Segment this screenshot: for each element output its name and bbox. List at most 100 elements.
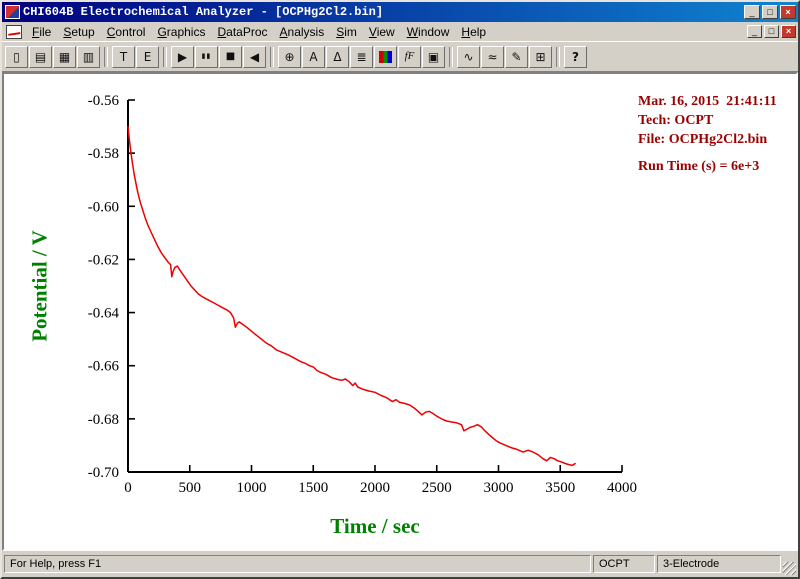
svg-text:3500: 3500 xyxy=(545,480,575,496)
menu-item-analysis[interactable]: Analysis xyxy=(279,24,325,39)
add-data-button[interactable]: ≈ xyxy=(481,45,504,68)
menu-item-setup[interactable]: Setup xyxy=(63,24,95,39)
resize-grip[interactable] xyxy=(783,562,796,575)
double-wave-icon: ≈ xyxy=(487,49,498,64)
close-button[interactable]: × xyxy=(780,5,796,19)
child-window-controls: _ □ × xyxy=(745,25,796,38)
font-button[interactable]: fF xyxy=(398,45,421,68)
annotation-date: Mar. 16, 2015 21:41:11 xyxy=(638,94,777,109)
menu-bar: File Setup Control Graphics DataProc Analysis… xyxy=(2,22,798,41)
menu-item-help[interactable]: Help xyxy=(461,24,487,39)
menu-item-window[interactable]: Window xyxy=(406,24,450,39)
color-button[interactable] xyxy=(374,45,397,68)
svg-text:500: 500 xyxy=(179,480,202,496)
svg-text:4000: 4000 xyxy=(607,480,637,496)
svg-text:-0.64: -0.64 xyxy=(88,306,120,322)
play-icon: ▶ xyxy=(177,49,188,64)
pause-button[interactable]: ▮▮ xyxy=(195,45,218,68)
text-tool-button[interactable]: T xyxy=(112,45,135,68)
toolbar: ▯ ▤ ▦ ▥ T E ▶ ▮▮ ■ ◀ ⊕ A Δ ≣ fF ▣ ∿ ≈ ✎ ⊞? xyxy=(2,41,798,72)
open-file-button[interactable]: ▤ xyxy=(29,45,52,68)
menu-item-file[interactable]: File xyxy=(32,24,52,39)
grid-icon: ⊞ xyxy=(535,49,546,64)
svg-text:1500: 1500 xyxy=(298,480,328,496)
stop-icon: ■ xyxy=(225,50,236,62)
overlay-plot-button[interactable]: ∿ xyxy=(457,45,480,68)
minimize-button[interactable]: _ xyxy=(744,5,760,19)
delta-icon: Δ xyxy=(333,49,342,64)
status-technique: OCPT xyxy=(593,555,655,573)
app-icon xyxy=(5,5,20,19)
svg-text:-0.62: -0.62 xyxy=(88,252,119,268)
x-axis-title: Time / sec xyxy=(330,514,420,538)
text-icon: T xyxy=(119,49,128,64)
svg-text:-0.56: -0.56 xyxy=(88,93,120,109)
pen-icon: ✎ xyxy=(511,49,522,64)
svg-text:3000: 3000 xyxy=(484,480,514,496)
new-file-icon: ▯ xyxy=(13,49,20,64)
listing-icon: ≣ xyxy=(356,49,367,64)
child-close-button[interactable]: × xyxy=(781,25,796,38)
print-button[interactable]: ▥ xyxy=(77,45,100,68)
svg-text:-0.60: -0.60 xyxy=(88,199,119,215)
toolbar-separator xyxy=(270,46,274,67)
menu-item-sim[interactable]: Sim xyxy=(336,24,357,39)
run-button[interactable]: ▶ xyxy=(171,45,194,68)
window-title: CHI604B Electrochemical Analyzer - [OCPH… xyxy=(23,5,384,19)
menu-item-dataproc[interactable]: DataProc xyxy=(217,24,268,39)
printer-icon: ▥ xyxy=(82,49,95,64)
wave-icon: ∿ xyxy=(463,49,474,64)
status-help-text: For Help, press F1 xyxy=(4,555,591,573)
copy-graph-icon: ▣ xyxy=(427,49,440,64)
annotation-runtime: Run Time (s) = 6e+3 xyxy=(638,159,760,174)
toolbar-separator xyxy=(449,46,453,67)
svg-text:-0.66: -0.66 xyxy=(88,359,120,375)
floppy-disk-icon: ▦ xyxy=(58,49,71,64)
toolbar-separator xyxy=(104,46,108,67)
menu-item-view[interactable]: View xyxy=(368,24,395,39)
status-bar: For Help, press F1 OCPT 3-Electrode xyxy=(2,551,798,577)
menu-items: File Setup Control Graphics DataProc Analysis… xyxy=(26,23,745,41)
rgb-color-icon xyxy=(379,50,392,63)
status-electrode: 3-Electrode xyxy=(657,555,781,573)
annotation-tech: Tech: OCPT xyxy=(638,113,714,128)
maximize-button[interactable]: □ xyxy=(762,5,778,19)
child-window-icon xyxy=(6,24,22,39)
manual-result-button[interactable]: A xyxy=(302,45,325,68)
zoom-icon: ⊕ xyxy=(284,49,295,64)
pause-icon: ▮▮ xyxy=(201,52,212,60)
zoom-button[interactable]: ⊕ xyxy=(278,45,301,68)
svg-text:0: 0 xyxy=(124,480,132,496)
y-axis-title: Potential / V xyxy=(27,230,52,342)
toolbar-separator xyxy=(163,46,167,67)
chart-canvas: -0.56 -0.58 -0.60 -0.62 -0.64 -0.66 -0.68 -0.70… xyxy=(2,72,798,551)
child-minimize-button[interactable]: _ xyxy=(747,25,762,38)
annotate-pen-button[interactable]: ✎ xyxy=(505,45,528,68)
menu-item-graphics[interactable]: Graphics xyxy=(157,24,206,39)
edit-icon: E xyxy=(143,49,152,64)
grid-view-button[interactable]: ⊞ xyxy=(529,45,552,68)
reverse-scan-button[interactable]: ◀ xyxy=(243,45,266,68)
edit-parameters-button[interactable]: E xyxy=(136,45,159,68)
svg-text:2000: 2000 xyxy=(360,480,390,496)
stop-button[interactable]: ■ xyxy=(219,45,242,68)
font-icon: fF xyxy=(404,50,415,62)
svg-text:2500: 2500 xyxy=(422,480,452,496)
open-folder-icon: ▤ xyxy=(34,49,47,64)
annotation-file: File: OCPHg2Cl2.bin xyxy=(638,132,768,147)
peak-definition-button[interactable]: Δ xyxy=(326,45,349,68)
reverse-icon: ◀ xyxy=(249,49,260,64)
help-icon: ? xyxy=(572,49,579,64)
child-restore-button[interactable]: □ xyxy=(764,25,779,38)
data-listing-button[interactable]: ≣ xyxy=(350,45,373,68)
context-help-button[interactable]: ? xyxy=(564,45,587,68)
save-button[interactable]: ▦ xyxy=(53,45,76,68)
copy-graph-button[interactable]: ▣ xyxy=(422,45,445,68)
svg-text:-0.70: -0.70 xyxy=(88,465,119,481)
svg-text:1000: 1000 xyxy=(237,480,267,496)
svg-text:-0.68: -0.68 xyxy=(88,412,119,428)
title-bar: CHI604B Electrochemical Analyzer - [OCPH… xyxy=(2,2,798,22)
menu-item-control[interactable]: Control xyxy=(106,24,146,39)
new-file-button[interactable]: ▯ xyxy=(5,45,28,68)
toolbar-separator xyxy=(556,46,560,67)
